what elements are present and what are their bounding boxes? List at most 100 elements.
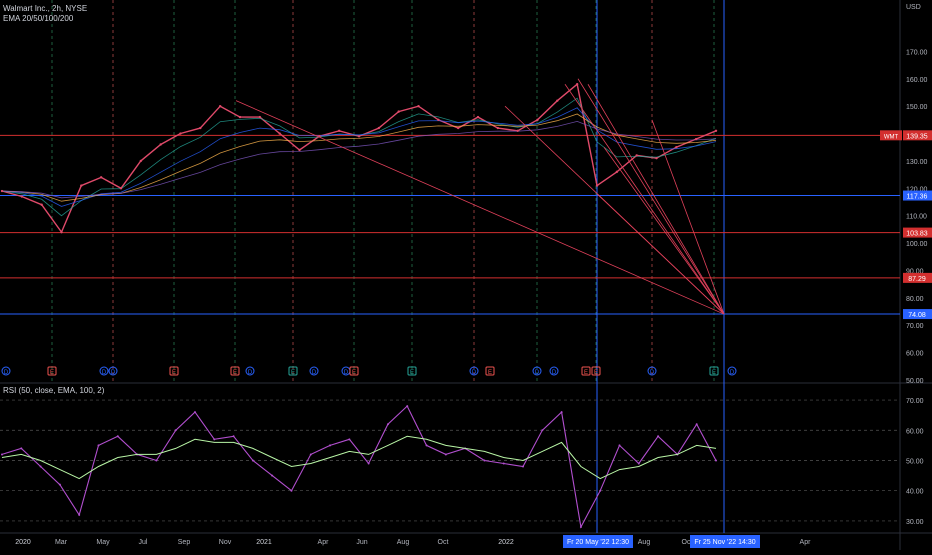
rsi-point	[271, 474, 274, 477]
price-axis-tick: 100.00	[906, 241, 928, 248]
time-axis-tick: Apr	[800, 539, 812, 546]
dividend-event-marker	[647, 366, 657, 376]
price-point	[476, 115, 480, 119]
event-marker-letter: E	[172, 370, 176, 376]
time-axis-tick: Mar	[55, 539, 68, 546]
dividend-event-marker	[1, 366, 11, 376]
price-axis-tick: 70.00	[906, 323, 924, 330]
price-point	[298, 148, 301, 152]
rsi-point	[502, 462, 505, 465]
earnings-event-marker	[288, 366, 298, 376]
price-point	[159, 143, 162, 146]
rsi-indicator-label: RSI (50, close, EMA, 100, 2)	[3, 386, 105, 395]
dividend-event-marker	[99, 366, 109, 376]
price-point	[377, 126, 381, 130]
price-point	[556, 99, 559, 102]
rsi-point	[78, 513, 81, 516]
earnings-event-marker	[407, 366, 417, 376]
price-axis-tick: 60.00	[906, 351, 924, 358]
price-point	[615, 170, 619, 174]
time-axis-tick: 2020	[15, 539, 31, 546]
price-point	[218, 104, 222, 108]
dividend-event-marker	[532, 366, 542, 376]
level-label: 103.83	[906, 231, 928, 238]
price-line	[1, 82, 717, 234]
earnings-event-marker	[581, 366, 591, 376]
event-marker-letter: E	[50, 370, 54, 376]
time-axis-tick: May	[96, 539, 110, 546]
time-highlight-left: Fr 20 May '22 12:30	[567, 539, 629, 546]
price-axis-tick: 130.00	[906, 159, 928, 166]
price-point	[179, 132, 182, 135]
rsi-point	[483, 459, 486, 462]
ema-line	[1, 120, 717, 199]
rsi-point	[406, 405, 409, 408]
price-axis-tick: 150.00	[906, 104, 928, 111]
event-marker-letter: D	[552, 370, 557, 376]
rsi-point	[290, 489, 293, 492]
event-marker-letter: E	[594, 370, 598, 376]
price-point	[675, 146, 678, 149]
price-point	[119, 187, 123, 190]
rsi-axis-tick: 70.00	[906, 398, 924, 405]
level-label-box	[903, 130, 932, 141]
rsi-point	[579, 525, 582, 528]
level-label: 87.29	[908, 276, 926, 283]
price-point	[417, 104, 420, 108]
rsi-point	[522, 465, 525, 468]
price-point	[437, 118, 440, 122]
dividend-event-marker	[727, 366, 737, 376]
rsi-point	[425, 444, 428, 447]
price-point	[694, 137, 698, 141]
price-point	[20, 195, 24, 198]
price-point	[99, 176, 103, 179]
rsi-point	[39, 465, 42, 468]
earnings-event-marker	[485, 366, 495, 376]
price-point	[496, 126, 500, 130]
rsi-point	[695, 423, 698, 426]
price-point	[655, 156, 658, 160]
ema-line	[1, 97, 717, 217]
symbol-title: Walmart Inc., 2h, NYSE	[3, 4, 88, 13]
rsi-point	[560, 411, 563, 414]
event-marker-letter: D	[312, 370, 317, 376]
rsi-ema-line	[1, 435, 717, 480]
dividend-event-marker	[108, 366, 118, 376]
price-point	[595, 184, 599, 187]
rsi-point	[155, 459, 158, 462]
time-axis-tick: Apr	[318, 539, 330, 546]
trend-line	[564, 84, 725, 315]
price-axis-tick: 160.00	[906, 77, 928, 84]
rsi-point	[444, 453, 447, 456]
time-axis-tick: Oct	[438, 539, 449, 546]
rsi-point	[20, 447, 23, 450]
trend-line	[577, 78, 725, 315]
rsi-axis-tick: 60.00	[906, 428, 924, 435]
earnings-event-marker	[349, 366, 359, 376]
price-point	[536, 118, 539, 122]
trend-line	[587, 84, 725, 315]
level-label-box	[903, 272, 932, 283]
price-point	[575, 83, 579, 86]
ema-line	[1, 113, 717, 202]
time-axis-tick: Nov	[219, 539, 232, 546]
trend-line	[603, 146, 725, 315]
rsi-point	[116, 435, 119, 438]
rsi-point	[174, 429, 177, 432]
level-label-box	[903, 309, 932, 320]
price-axis-tick: 50.00	[906, 378, 924, 385]
time-axis-tick: Oc	[682, 539, 691, 546]
rsi-point	[329, 444, 332, 447]
event-marker-letter: E	[488, 370, 492, 376]
price-point	[238, 115, 242, 119]
rsi-point	[715, 459, 717, 462]
event-marker-letter: E	[410, 370, 414, 376]
rsi-point	[232, 435, 235, 438]
rsi-point	[367, 462, 370, 465]
event-marker-letter: D	[344, 370, 349, 376]
time-axis-tick: 2021	[256, 539, 272, 546]
trend-line	[596, 193, 725, 315]
event-marker-letter: E	[352, 370, 356, 376]
